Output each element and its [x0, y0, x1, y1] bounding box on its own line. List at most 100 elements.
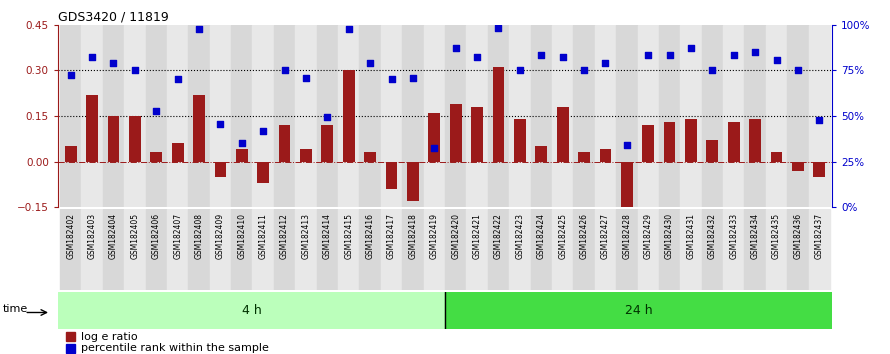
Bar — [680, 209, 701, 290]
Bar — [445, 209, 466, 290]
Bar — [146, 25, 167, 207]
Bar — [189, 209, 210, 290]
Bar — [509, 209, 530, 290]
Point — [320, 115, 335, 120]
Text: 24 h: 24 h — [625, 304, 652, 317]
Bar — [274, 209, 295, 290]
Text: GSM182412: GSM182412 — [280, 213, 289, 259]
Bar — [253, 25, 274, 207]
Point — [813, 118, 827, 123]
Bar — [402, 209, 424, 290]
Text: GSM182434: GSM182434 — [750, 213, 760, 259]
Point — [63, 72, 77, 78]
Bar — [86, 95, 98, 161]
Bar — [449, 104, 462, 161]
Bar — [792, 161, 804, 171]
Point — [662, 52, 676, 58]
Bar — [167, 25, 189, 207]
Bar — [167, 209, 189, 290]
Bar — [129, 116, 141, 161]
Point — [214, 121, 228, 126]
Bar — [637, 25, 659, 207]
Bar — [60, 209, 81, 290]
Text: GSM182418: GSM182418 — [409, 213, 417, 259]
Bar — [488, 25, 509, 207]
Bar — [728, 122, 740, 161]
Bar — [536, 146, 547, 161]
Text: GSM182436: GSM182436 — [793, 213, 803, 259]
Bar — [300, 149, 311, 161]
Bar — [295, 209, 317, 290]
Bar — [385, 161, 398, 189]
Bar — [66, 332, 75, 341]
Text: GSM182433: GSM182433 — [729, 213, 739, 259]
Bar — [600, 149, 611, 161]
Bar — [680, 25, 701, 207]
Bar — [424, 25, 445, 207]
Bar — [771, 152, 782, 161]
Bar — [723, 209, 744, 290]
Bar — [295, 25, 317, 207]
Bar — [701, 25, 723, 207]
Bar — [595, 25, 616, 207]
Bar — [317, 25, 338, 207]
Point — [684, 45, 698, 50]
Text: GDS3420 / 11819: GDS3420 / 11819 — [58, 11, 168, 24]
Text: GSM182425: GSM182425 — [558, 213, 567, 259]
Bar — [253, 209, 274, 290]
Bar — [407, 161, 419, 201]
Point — [619, 142, 634, 148]
Point — [128, 68, 142, 73]
Bar — [381, 25, 402, 207]
Point — [577, 68, 591, 73]
Text: GSM182403: GSM182403 — [87, 213, 97, 259]
Bar — [236, 149, 247, 161]
Bar — [60, 25, 81, 207]
Text: GSM182410: GSM182410 — [238, 213, 247, 259]
Bar — [509, 25, 530, 207]
Text: GSM182416: GSM182416 — [366, 213, 375, 259]
Text: GSM182437: GSM182437 — [815, 213, 824, 259]
Point — [748, 49, 762, 55]
Point — [406, 75, 420, 81]
Bar — [514, 119, 526, 161]
Point — [555, 54, 570, 59]
Bar — [150, 152, 162, 161]
Point — [85, 54, 99, 59]
Point — [192, 27, 206, 32]
Point — [427, 145, 441, 151]
Bar — [108, 116, 119, 161]
Point — [363, 60, 377, 65]
Bar — [65, 146, 77, 161]
Text: GSM182435: GSM182435 — [772, 213, 781, 259]
Text: GSM182424: GSM182424 — [537, 213, 546, 259]
Point — [726, 52, 740, 58]
Text: GSM182411: GSM182411 — [259, 213, 268, 259]
Point — [705, 68, 719, 73]
Point — [791, 68, 805, 73]
Bar — [466, 209, 488, 290]
Bar — [81, 25, 102, 207]
Point — [534, 52, 548, 58]
Bar — [146, 209, 167, 290]
Text: GSM182430: GSM182430 — [665, 213, 674, 259]
Text: GSM182406: GSM182406 — [151, 213, 161, 259]
Bar — [210, 25, 231, 207]
Point — [342, 27, 356, 32]
Bar — [744, 25, 765, 207]
Bar — [573, 209, 595, 290]
Text: GSM182419: GSM182419 — [430, 213, 439, 259]
Bar — [125, 25, 146, 207]
Bar — [428, 113, 441, 161]
Bar — [338, 209, 360, 290]
Text: GSM182417: GSM182417 — [387, 213, 396, 259]
Point — [513, 68, 527, 73]
Text: 4 h: 4 h — [241, 304, 262, 317]
Bar — [172, 143, 183, 161]
Text: GSM182429: GSM182429 — [643, 213, 652, 259]
Bar — [616, 209, 637, 290]
Bar — [210, 209, 231, 290]
Text: GSM182427: GSM182427 — [601, 213, 610, 259]
Bar — [102, 25, 125, 207]
Point — [384, 76, 399, 82]
